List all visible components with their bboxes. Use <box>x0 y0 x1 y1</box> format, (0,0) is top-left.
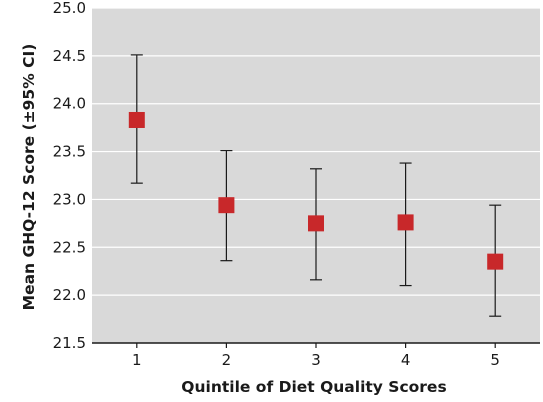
x-tick-label: 1 <box>132 351 142 369</box>
data-point-marker <box>218 197 235 214</box>
y-tick-label: 22.5 <box>53 238 86 256</box>
data-point-marker <box>487 253 504 270</box>
x-tick-label: 3 <box>311 351 321 369</box>
y-tick-label: 23.0 <box>53 190 86 208</box>
x-tick-label: 5 <box>490 351 500 369</box>
x-tick-label: 4 <box>401 351 411 369</box>
y-tick-label: 23.5 <box>53 143 86 161</box>
data-point-marker <box>397 214 414 231</box>
y-axis-title: Mean GHQ-12 Score (±95% CI) <box>20 44 38 311</box>
y-tick-label: 24.0 <box>53 95 86 113</box>
data-point-marker <box>128 111 145 128</box>
data-point-marker <box>308 215 324 232</box>
x-tick-label: 2 <box>222 351 232 369</box>
y-tick-labels: 21.5 22.0 22.5 23.0 23.5 24.0 24.5 25.0 <box>53 0 86 352</box>
y-tick-label: 21.5 <box>53 334 86 352</box>
x-axis-title: Quintile of Diet Quality Scores <box>181 378 446 396</box>
y-tick-label: 24.5 <box>53 47 86 65</box>
data-markers <box>128 111 504 270</box>
y-tick-label: 25.0 <box>53 0 86 17</box>
x-tick-labels: 1 2 3 4 5 <box>132 343 500 369</box>
y-tick-label: 22.0 <box>53 286 86 304</box>
